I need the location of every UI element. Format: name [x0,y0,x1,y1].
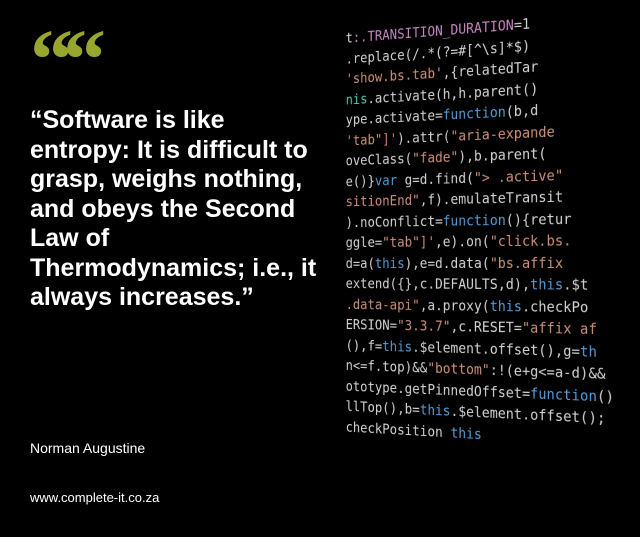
code-line: extend({},c.DEFAULTS,d),this.$t [341,273,640,296]
quote-mark-icon: ““ [30,42,96,76]
website-url: www.complete-it.co.za [30,490,159,505]
code-line: d=a(this),e=d.data("bs.affix [341,252,640,275]
code-background: t:.TRANSITION_DURATION=1.replace(/.*(?=#… [341,0,640,537]
quote-graphic: t:.TRANSITION_DURATION=1.replace(/.*(?=#… [0,0,640,537]
code-line: ggle="tab"]',e).on("click.bs. [341,229,640,253]
quote-attribution: Norman Augustine [30,440,145,456]
quote-text: “Software is like entropy: It is difficu… [30,106,330,313]
